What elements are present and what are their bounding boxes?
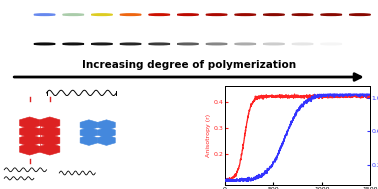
- Polygon shape: [40, 135, 60, 146]
- Polygon shape: [40, 117, 60, 129]
- Circle shape: [263, 14, 284, 15]
- Circle shape: [120, 43, 141, 45]
- Text: Anisotropy: Anisotropy: [2, 6, 40, 11]
- Circle shape: [91, 43, 112, 45]
- Circle shape: [349, 43, 370, 45]
- Polygon shape: [20, 143, 40, 155]
- Y-axis label: Anisotropy (r): Anisotropy (r): [206, 114, 211, 157]
- Text: Increasing degree of polymerization: Increasing degree of polymerization: [82, 60, 296, 70]
- Circle shape: [206, 14, 227, 15]
- Circle shape: [292, 14, 313, 15]
- Circle shape: [177, 43, 198, 45]
- Circle shape: [263, 43, 284, 45]
- Polygon shape: [80, 135, 98, 145]
- Polygon shape: [98, 135, 115, 145]
- Circle shape: [349, 14, 370, 15]
- Polygon shape: [80, 128, 98, 138]
- Polygon shape: [40, 143, 60, 155]
- Circle shape: [34, 14, 55, 15]
- Circle shape: [91, 14, 112, 15]
- Polygon shape: [20, 117, 40, 129]
- Circle shape: [235, 43, 256, 45]
- Circle shape: [177, 14, 198, 15]
- Circle shape: [34, 43, 55, 45]
- Circle shape: [149, 14, 170, 15]
- Polygon shape: [98, 120, 115, 130]
- Circle shape: [63, 43, 84, 45]
- Circle shape: [321, 43, 342, 45]
- Polygon shape: [98, 128, 115, 138]
- Polygon shape: [80, 120, 98, 130]
- Circle shape: [206, 43, 227, 45]
- Polygon shape: [20, 126, 40, 137]
- Circle shape: [149, 43, 170, 45]
- Text: Aggregation-Induced Emission: Aggregation-Induced Emission: [2, 35, 85, 40]
- Circle shape: [63, 14, 84, 15]
- Polygon shape: [20, 135, 40, 146]
- Circle shape: [235, 14, 256, 15]
- Polygon shape: [40, 126, 60, 137]
- Circle shape: [292, 43, 313, 45]
- Circle shape: [321, 14, 342, 15]
- Circle shape: [120, 14, 141, 15]
